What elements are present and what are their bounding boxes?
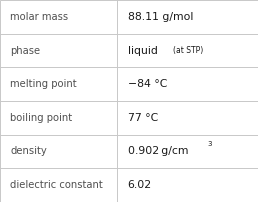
Text: (at STP): (at STP) — [173, 46, 203, 55]
Text: melting point: melting point — [10, 79, 77, 89]
Text: 77 °C: 77 °C — [128, 113, 158, 123]
Text: 3: 3 — [207, 141, 212, 147]
Text: −84 °C: −84 °C — [128, 79, 167, 89]
Text: boiling point: boiling point — [10, 113, 72, 123]
Text: phase: phase — [10, 45, 41, 56]
Text: molar mass: molar mass — [10, 12, 68, 22]
Text: liquid: liquid — [128, 45, 158, 56]
Text: 0.902 g/cm: 0.902 g/cm — [128, 146, 188, 157]
Text: density: density — [10, 146, 47, 157]
Text: 88.11 g/mol: 88.11 g/mol — [128, 12, 193, 22]
Text: 6.02: 6.02 — [128, 180, 152, 190]
Text: dielectric constant: dielectric constant — [10, 180, 103, 190]
